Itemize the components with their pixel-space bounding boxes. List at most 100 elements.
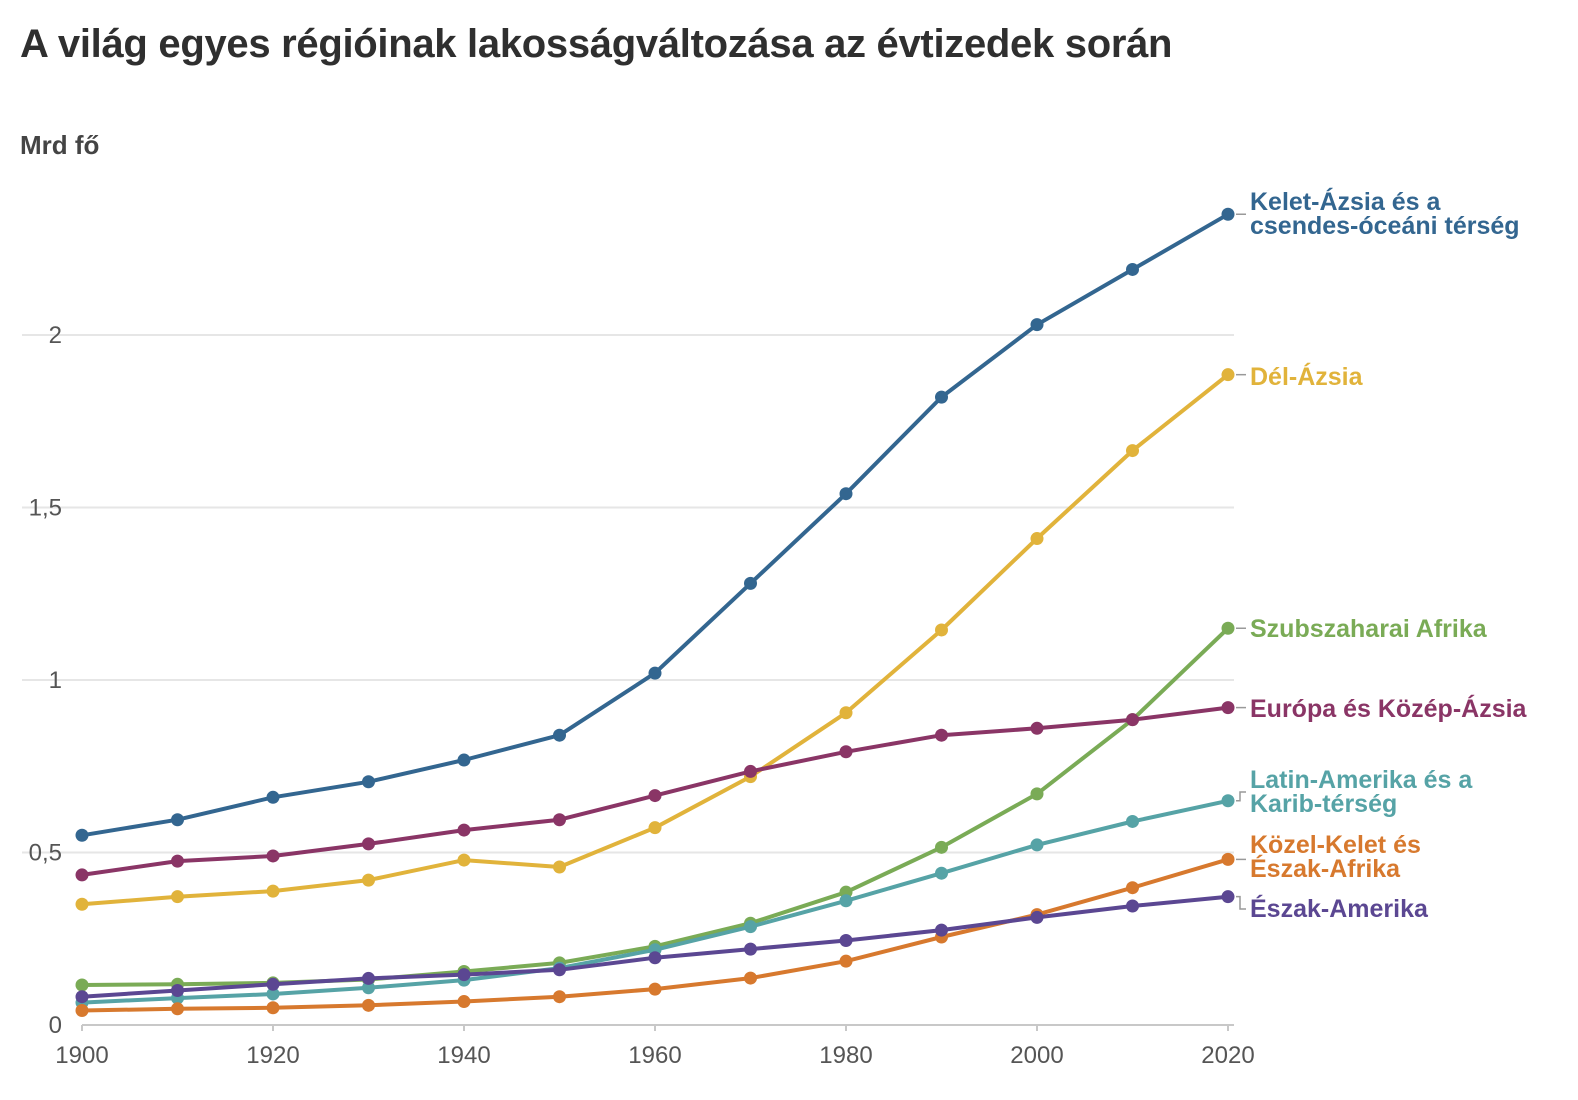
data-point-del-azsia	[266, 884, 280, 898]
gridlines	[22, 334, 1234, 854]
data-point-kelet-azsia	[1126, 262, 1139, 276]
data-point-kozel-kelet	[266, 1001, 280, 1015]
data-point-europa	[744, 764, 757, 778]
data-point-europa	[266, 849, 280, 863]
data-point-europa	[457, 823, 471, 837]
data-point-latin-amerika	[935, 866, 948, 880]
data-point-kelet-azsia	[648, 666, 662, 680]
data-point-eszak-amerika	[648, 951, 662, 965]
data-point-del-azsia	[1126, 444, 1139, 458]
series-label-kelet-azsia: csendes-óceáni térség	[1250, 212, 1520, 240]
series-lines	[75, 207, 1235, 1018]
y-tick-label: 1,5	[29, 495, 62, 522]
series-label-kozel-kelet: Közel-Kelet és	[1250, 831, 1421, 859]
data-point-szubszaharai	[935, 840, 948, 854]
data-point-kelet-azsia	[1030, 318, 1044, 332]
x-tick-label: 1920	[246, 1042, 299, 1069]
data-point-eszak-amerika	[1221, 890, 1235, 904]
x-tick-label: 1980	[819, 1042, 872, 1069]
data-point-eszak-amerika	[362, 971, 375, 985]
data-point-kelet-azsia	[553, 728, 566, 742]
data-point-kelet-azsia	[75, 828, 89, 842]
data-point-del-azsia	[1030, 532, 1044, 546]
series-del-azsia	[75, 368, 1235, 911]
x-tick-label: 1900	[55, 1042, 108, 1069]
data-point-europa	[553, 813, 566, 827]
data-point-europa	[1126, 713, 1139, 727]
data-point-kozel-kelet	[75, 1004, 89, 1018]
data-point-kozel-kelet	[457, 995, 471, 1009]
data-point-eszak-amerika	[266, 977, 280, 991]
data-point-kozel-kelet	[839, 954, 853, 968]
data-point-kozel-kelet	[1221, 852, 1235, 866]
data-point-kozel-kelet	[553, 990, 566, 1004]
data-point-eszak-amerika	[744, 942, 757, 956]
data-point-kelet-azsia	[171, 813, 184, 827]
data-point-eszak-amerika	[1030, 910, 1044, 924]
label-leader-eszak-amerika	[1236, 895, 1246, 910]
data-point-kelet-azsia	[744, 576, 757, 590]
data-point-eszak-amerika	[457, 968, 471, 982]
series-line-kelet-azsia	[80, 212, 1230, 838]
data-point-kelet-azsia	[839, 487, 853, 501]
data-point-latin-amerika	[1030, 838, 1044, 852]
data-point-del-azsia	[553, 860, 566, 874]
data-point-kozel-kelet	[1126, 881, 1139, 895]
data-point-del-azsia	[935, 623, 948, 637]
data-point-kozel-kelet	[744, 971, 757, 985]
y-tick-label: 1	[49, 667, 62, 694]
y-tick-label: 0	[49, 1012, 62, 1039]
series-label-europa: Európa és Közép-Ázsia	[1250, 694, 1528, 723]
data-point-europa	[1030, 721, 1044, 735]
series-label-szubszaharai: Szubszaharai Afrika	[1250, 615, 1488, 643]
data-point-latin-amerika	[266, 987, 280, 1001]
data-point-eszak-amerika	[935, 923, 948, 937]
data-point-latin-amerika	[362, 981, 375, 995]
data-point-szubszaharai	[1030, 787, 1044, 801]
series-line-szubszaharai	[80, 626, 1230, 987]
data-point-eszak-amerika	[75, 990, 89, 1004]
y-axis-unit-label: Mrd fő	[20, 130, 100, 160]
x-tick-label: 1960	[628, 1042, 681, 1069]
data-point-kozel-kelet	[648, 982, 662, 996]
data-point-eszak-amerika	[171, 984, 184, 997]
series-label-kozel-kelet: Észak-Afrika	[1250, 854, 1401, 883]
x-tick-label: 2000	[1010, 1042, 1063, 1069]
series-label-eszak-amerika: Észak-Amerika	[1250, 894, 1429, 923]
data-point-del-azsia	[648, 821, 662, 835]
data-point-europa	[839, 745, 853, 759]
data-point-kelet-azsia	[457, 753, 471, 767]
data-point-eszak-amerika	[839, 933, 853, 947]
data-point-latin-amerika	[839, 894, 853, 908]
data-point-del-azsia	[362, 873, 375, 887]
data-point-latin-amerika	[1126, 814, 1139, 828]
data-point-europa	[75, 868, 89, 882]
data-point-szubszaharai	[75, 978, 89, 992]
data-point-latin-amerika	[744, 920, 757, 934]
series-label-del-azsia: Dél-Ázsia	[1250, 362, 1364, 391]
data-point-kelet-azsia	[935, 390, 948, 404]
x-tick-label: 2020	[1201, 1042, 1254, 1069]
data-point-eszak-amerika	[1126, 899, 1139, 913]
data-point-kelet-azsia	[1221, 207, 1235, 221]
series-kozel-kelet	[75, 852, 1235, 1018]
y-tick-label: 0,5	[29, 840, 62, 867]
data-point-del-azsia	[171, 890, 184, 904]
data-point-kelet-azsia	[362, 775, 375, 789]
series-label-latin-amerika: Karib-térség	[1250, 790, 1397, 818]
series-europa	[75, 701, 1235, 882]
data-point-europa	[362, 837, 375, 851]
data-point-szubszaharai	[1221, 621, 1235, 635]
series-kelet-azsia	[75, 207, 1235, 842]
data-point-kozel-kelet	[362, 998, 375, 1012]
data-point-latin-amerika	[1221, 794, 1235, 808]
x-tick-label: 1940	[437, 1042, 490, 1069]
data-point-europa	[935, 728, 948, 742]
data-point-del-azsia	[75, 897, 89, 911]
data-point-del-azsia	[1221, 368, 1235, 382]
series-eszak-amerika	[75, 890, 1235, 1004]
data-point-europa	[171, 854, 184, 868]
series-label-latin-amerika: Latin-Amerika és a	[1250, 766, 1473, 794]
